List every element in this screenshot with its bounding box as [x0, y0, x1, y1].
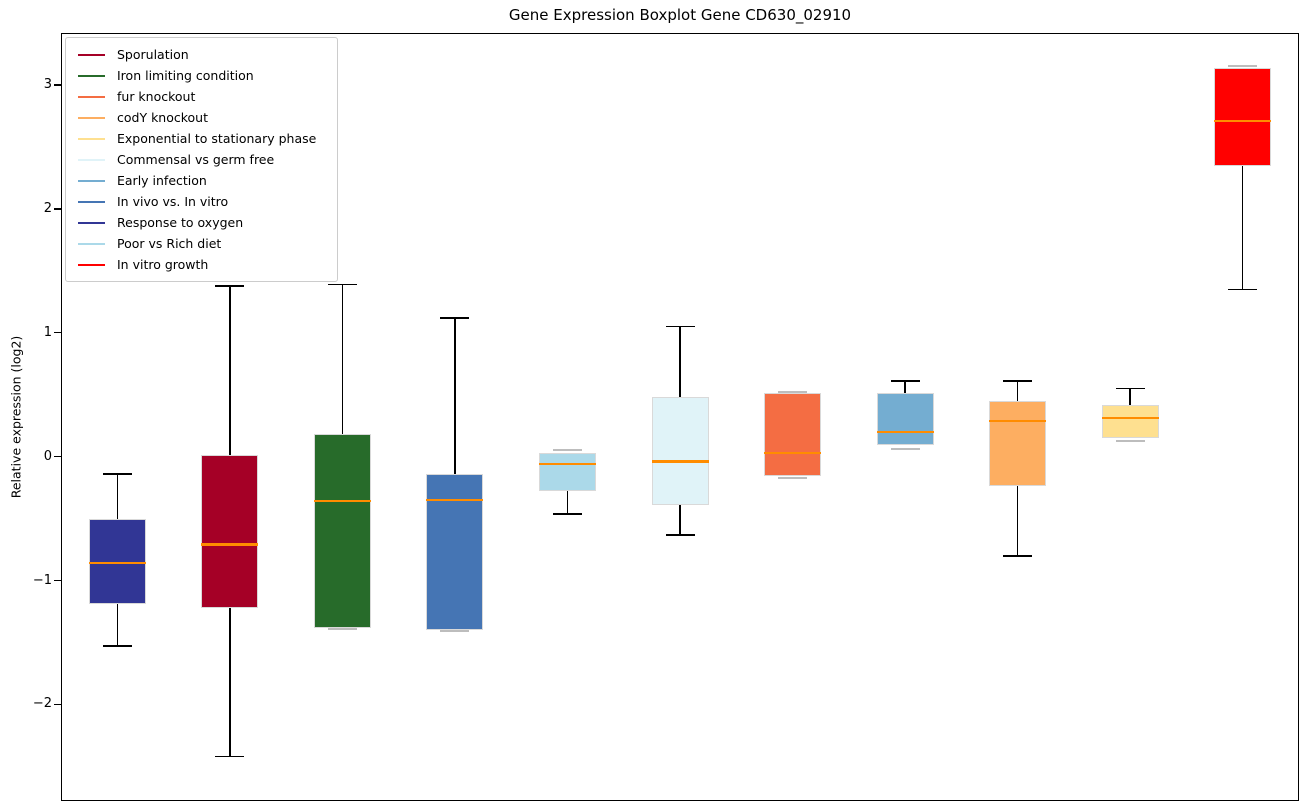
legend-label: Iron limiting condition	[117, 68, 254, 83]
legend-label: Early infection	[117, 173, 207, 188]
legend-swatch	[78, 116, 105, 119]
y-tick-mark	[54, 579, 61, 582]
y-tick-label: 3	[43, 77, 52, 93]
legend-label: Poor vs Rich diet	[117, 236, 222, 251]
legend-swatch	[78, 200, 105, 203]
legend-swatch	[78, 263, 105, 266]
legend-item-in-vitro-growth: In vitro growth	[75, 254, 328, 275]
legend-label: codY knockout	[117, 110, 209, 125]
y-tick-label: −1	[32, 572, 52, 588]
legend-label: Exponential to stationary phase	[117, 131, 317, 146]
legend-swatch	[78, 53, 105, 56]
legend-item-early-infection: Early infection	[75, 170, 328, 191]
legend-label: In vivo vs. In vitro	[117, 194, 229, 209]
y-tick-mark	[54, 84, 61, 86]
legend-label: Response to oxygen	[117, 215, 244, 230]
legend-swatch	[78, 221, 105, 224]
legend-swatch	[78, 74, 105, 77]
y-axis-label: Relative expression (log2)	[8, 335, 24, 499]
y-tick-mark	[54, 332, 61, 334]
legend-label: Commensal vs germ free	[117, 152, 275, 167]
legend: Sporulation Iron limiting condition fur kn…	[65, 37, 338, 282]
y-tick-label: −2	[32, 696, 52, 712]
y-tick-mark	[54, 455, 61, 458]
legend-swatch	[78, 242, 105, 245]
legend-item-in-vivo-vs-in-vitro: In vivo vs. In vitro	[75, 191, 328, 212]
y-tick-label: 2	[43, 200, 52, 216]
legend-label: Sporulation	[117, 47, 189, 62]
legend-item-poor-vs-rich-diet: Poor vs Rich diet	[75, 233, 328, 254]
chart-title: Gene Expression Boxplot Gene CD630_02910	[508, 6, 852, 24]
legend-swatch	[78, 158, 105, 161]
legend-swatch	[78, 95, 105, 98]
y-tick-mark	[54, 703, 61, 706]
legend-item-response-to-oxygen: Response to oxygen	[75, 212, 328, 233]
legend-label: fur knockout	[117, 89, 196, 104]
legend-label: In vitro growth	[117, 257, 209, 272]
y-tick-mark	[54, 208, 61, 210]
legend-item-cody-knockout: codY knockout	[75, 107, 328, 128]
legend-swatch	[78, 179, 105, 182]
legend-item-commensal-vs-germ-free: Commensal vs germ free	[75, 149, 328, 170]
legend-item-iron-limiting-condition: Iron limiting condition	[75, 65, 328, 86]
legend-swatch	[78, 137, 105, 140]
legend-item-exponential-to-stationary-phase: Exponential to stationary phase	[75, 128, 328, 149]
legend-item-fur-knockout: fur knockout	[75, 86, 328, 107]
legend-item-sporulation: Sporulation	[75, 44, 328, 65]
